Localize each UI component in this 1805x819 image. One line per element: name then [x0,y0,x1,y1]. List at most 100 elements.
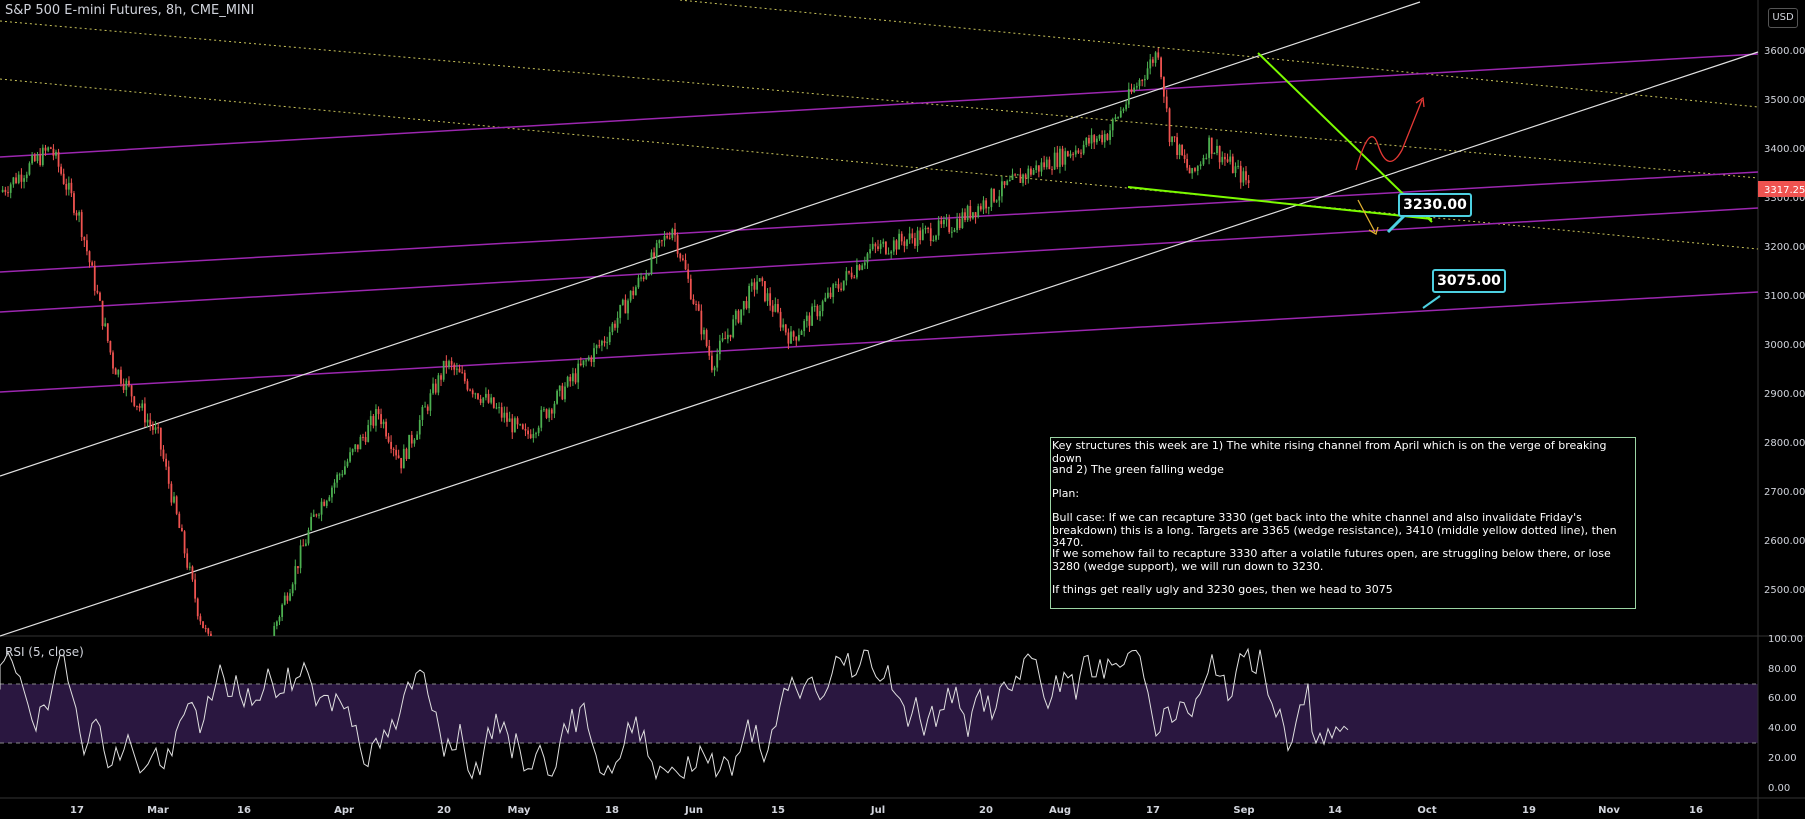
candle-body [36,154,39,161]
currency-button[interactable]: USD [1768,8,1798,28]
candle-body [885,241,887,254]
price-axis[interactable]: 3600.00 3500.00 3400.00 3300.00 3200.00 … [1764,46,1805,596]
candle-body [49,147,52,149]
price-tick: 3200.00 [1764,242,1805,253]
candle-body [911,233,914,239]
candle-body [1066,151,1069,157]
candle-body [1183,155,1186,160]
candle-body [619,304,622,318]
candle-body [990,188,993,208]
candle-body [840,288,842,290]
candle-body [392,448,395,450]
candle-body [611,323,614,333]
candle-body [323,501,326,506]
candle-body [985,200,988,209]
candle-body [853,277,856,279]
candle-body [188,566,191,568]
candle-body [1146,68,1149,79]
candle-body [1093,135,1096,143]
time-label: 19 [1522,805,1536,816]
candle-body [283,595,286,605]
candle-body [1095,138,1098,143]
candle-body [718,340,721,355]
time-axis[interactable]: 17 Mar 16 Apr 20 May 18 Jun 15 Jul 20 Au… [70,805,1703,816]
candle-body [1106,134,1109,140]
candle-body [705,330,708,346]
candle-body [469,389,471,391]
candle-body [545,409,548,418]
candle-body [750,282,753,286]
candle-body [106,323,109,341]
candle-body [689,278,692,300]
candle-body [125,380,128,390]
candle-body [194,579,197,599]
purple-line-4 [0,291,1759,393]
candle-body [1088,137,1090,144]
candle-body [1014,174,1017,176]
candle-body [758,278,761,282]
candle-body [666,235,669,238]
candle-body [1119,110,1122,118]
candle-body [286,595,289,601]
target-label-3230[interactable]: 3230.00 [1398,193,1472,217]
candle-body [1,189,4,192]
candle-body [737,310,740,323]
candle-body [871,243,874,250]
candle-body [159,427,162,450]
candle-body [711,355,713,371]
rsi-tick: 40.00 [1768,723,1797,734]
candle-body [900,233,903,242]
candle-body [191,566,194,580]
price-tick: 2800.00 [1764,438,1805,449]
candle-body [1165,96,1168,109]
candle-body [1239,165,1242,183]
candle-body [729,334,732,338]
candle-body [813,305,816,307]
candle-body [210,633,212,636]
candle-body [96,290,99,293]
candle-body [1138,80,1141,87]
candle-body [173,496,175,503]
candle-body [1085,137,1088,145]
note-line: Bull case: If we can recapture 3330 (get… [1052,511,1621,549]
wedge-support [1127,186,1433,220]
candle-body [668,237,671,239]
candle-body [122,383,125,390]
candle-body [442,360,445,380]
candle-body [863,262,866,266]
candle-body [99,292,101,301]
candle-body [908,233,911,240]
candle-body [80,212,83,237]
candle-body [60,166,63,174]
candle-body [55,151,57,156]
candle-body [745,301,748,309]
candle-body [1213,152,1216,154]
candle-body [20,174,23,182]
price-tick: 2600.00 [1764,536,1805,547]
rsi-band [0,684,1758,743]
candle-body [450,361,453,365]
candle-body [149,419,152,425]
candle-body [792,331,795,337]
candle-body [1199,164,1202,167]
candle-body [1090,135,1093,144]
candle-body [375,409,377,426]
candle-body [798,334,800,341]
candle-body [320,501,323,515]
candle-body [998,196,1001,201]
candle-body [821,301,824,312]
candle-body [842,280,845,290]
time-label: 14 [1328,805,1342,816]
candle-body [950,231,953,233]
candle-body [1082,144,1085,154]
time-label: 17 [1146,805,1160,816]
candle-body [1045,159,1048,168]
trade-plan-note[interactable]: Key structures this week are 1) The whit… [1050,437,1636,609]
current-price-badge [1758,181,1805,197]
target-label-3075[interactable]: 3075.00 [1432,269,1506,293]
purple-lines [0,53,1759,393]
candle-body [713,367,716,371]
rsi-indicator-label[interactable]: RSI (5, close) [5,645,84,659]
candle-body [516,418,519,425]
